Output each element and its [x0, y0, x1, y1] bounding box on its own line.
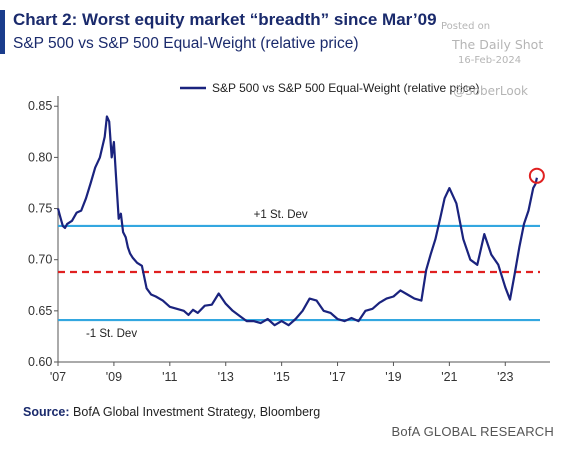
- watermark-handle: @SoberLook: [453, 84, 528, 98]
- legend-label: S&P 500 vs S&P 500 Equal-Weight (relativ…: [212, 81, 479, 95]
- watermark-date: 16-Feb-2024: [458, 55, 522, 66]
- x-tick-label: '09: [106, 370, 122, 384]
- source-text: BofA Global Investment Strategy, Bloombe…: [73, 405, 321, 419]
- x-tick-label: '23: [497, 370, 513, 384]
- y-tick-label: 0.65: [28, 304, 52, 318]
- source-label: Source:: [23, 405, 70, 419]
- x-tick-label: '07: [50, 370, 66, 384]
- plus-one-std-label: +1 St. Dev: [254, 209, 308, 221]
- series-line: [56, 115, 538, 327]
- y-tick-label: 0.60: [28, 355, 52, 369]
- watermark-posted: Posted on: [441, 21, 491, 32]
- x-tick-label: '13: [218, 370, 234, 384]
- title-accent-bar: [0, 10, 5, 54]
- y-tick-label: 0.70: [28, 253, 52, 267]
- x-tick-label: '11: [162, 370, 177, 384]
- watermark-site: The Daily Shot: [452, 37, 544, 52]
- chart-subtitle: S&P 500 vs S&P 500 Equal-Weight (relativ…: [13, 35, 359, 52]
- highlight-circle: [528, 167, 545, 184]
- y-tick-label: 0.80: [28, 150, 52, 164]
- y-tick-label: 0.85: [28, 99, 52, 113]
- x-tick-label: '21: [441, 370, 457, 384]
- chart-title: Chart 2: Worst equity market “breadth” s…: [13, 10, 437, 29]
- research-credit: BofA GLOBAL RESEARCH: [391, 424, 554, 439]
- y-tick-label: 0.75: [28, 202, 52, 216]
- x-tick-label: '19: [385, 370, 401, 384]
- x-tick-label: '15: [273, 370, 289, 384]
- source-note: Source: BofA Global Investment Strategy,…: [23, 405, 320, 419]
- minus-one-std-label: -1 St. Dev: [86, 328, 137, 340]
- x-tick-label: '17: [329, 370, 345, 384]
